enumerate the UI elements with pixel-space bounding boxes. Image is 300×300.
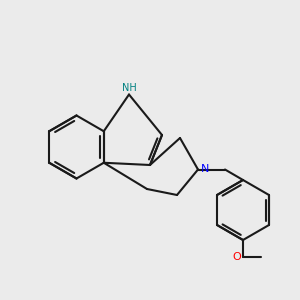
Text: N: N [201,164,209,175]
Text: NH: NH [122,83,136,93]
Text: O: O [233,251,242,262]
